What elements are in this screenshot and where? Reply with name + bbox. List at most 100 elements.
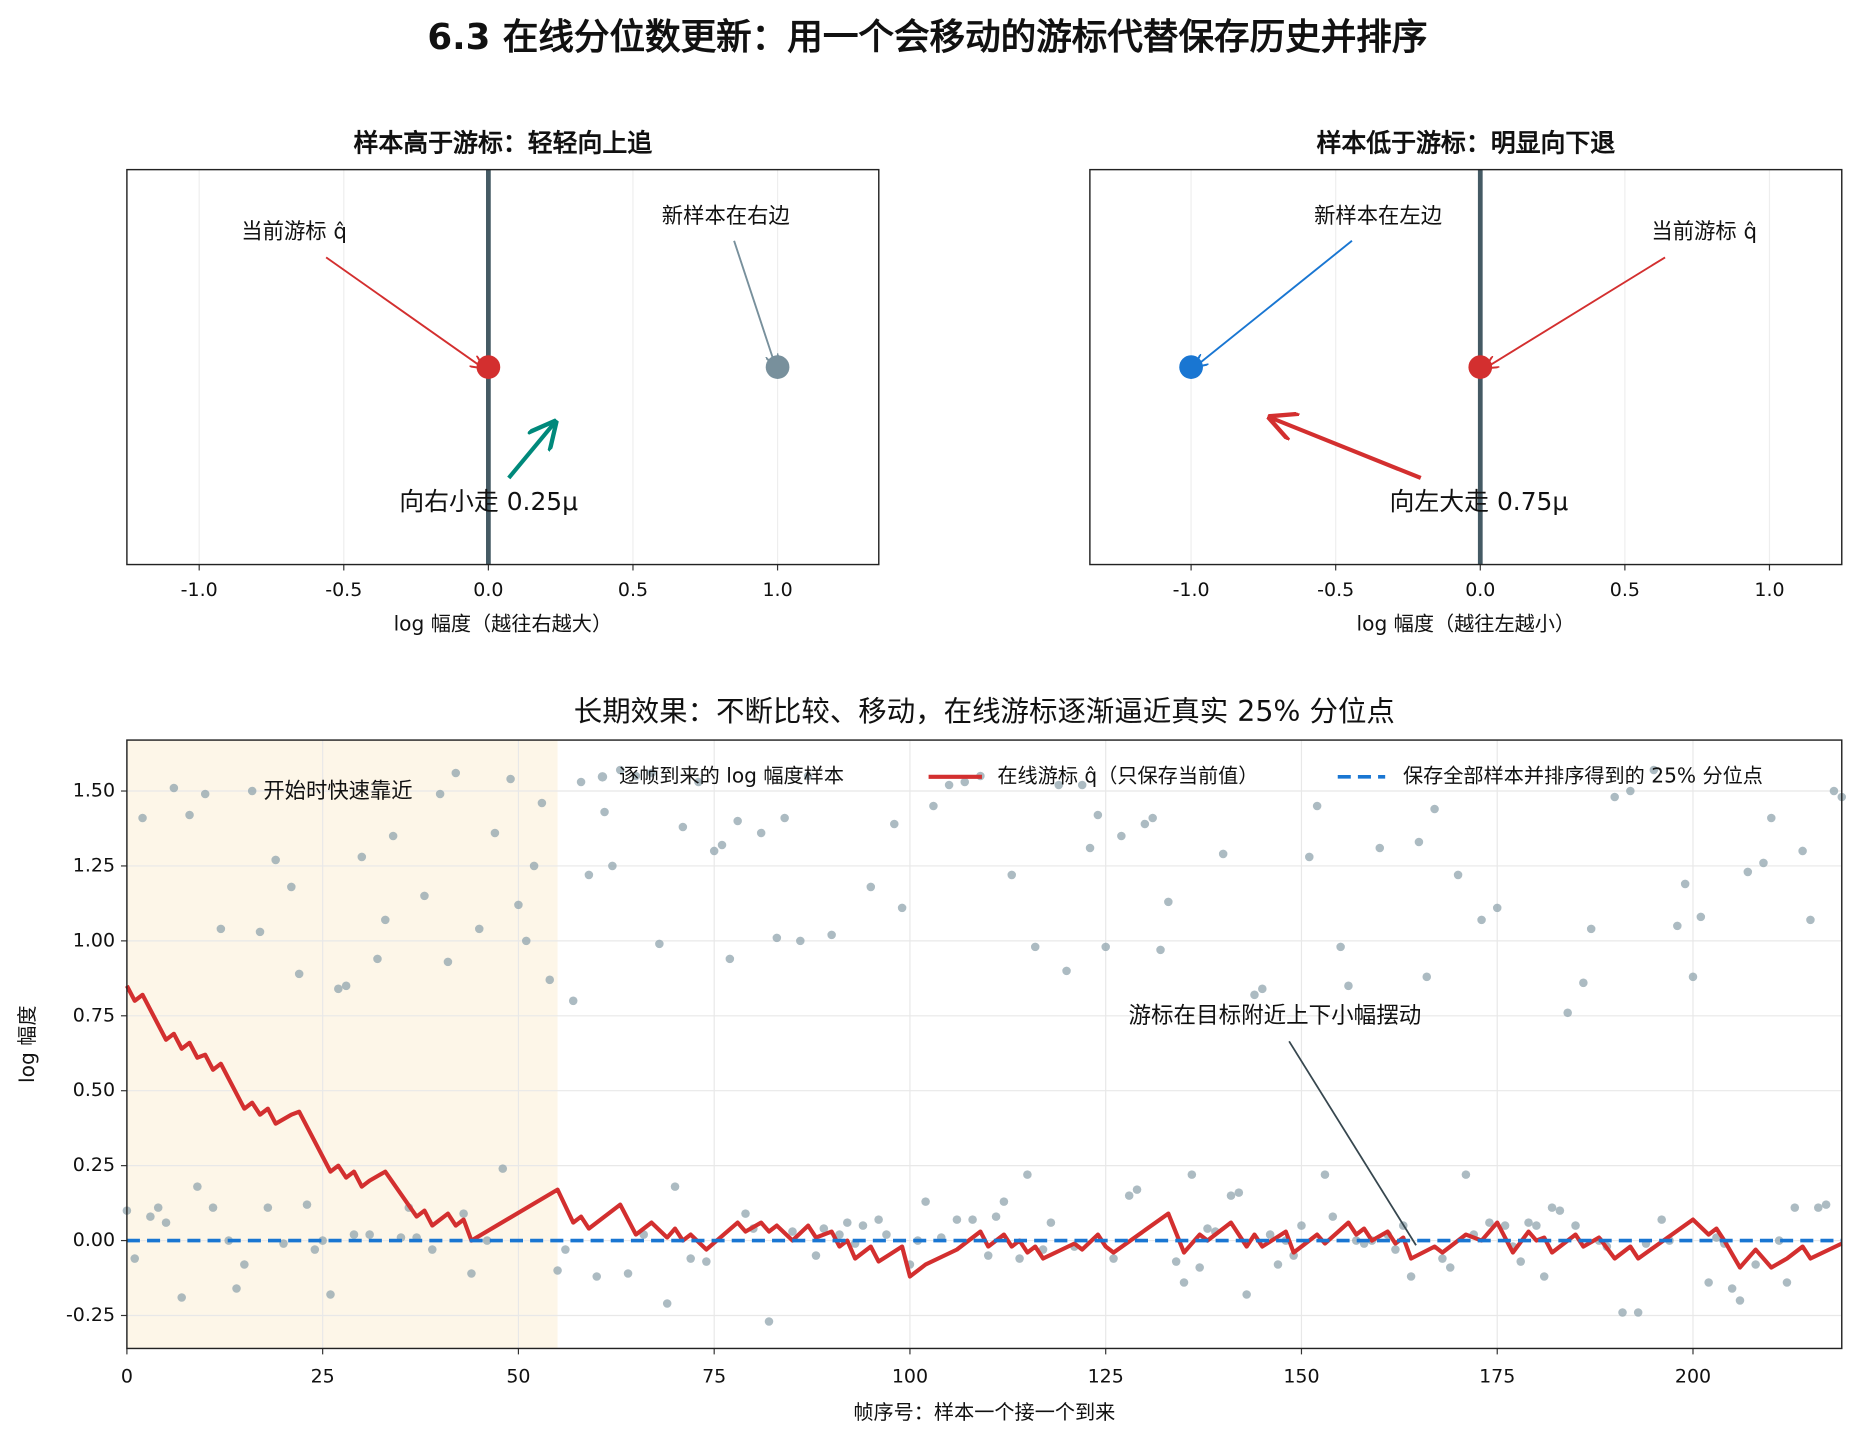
annotation-arrow <box>325 256 483 367</box>
sample-point <box>506 774 515 784</box>
sample-point <box>1657 1215 1666 1224</box>
sample-point <box>1798 846 1807 856</box>
sample-point <box>756 828 766 838</box>
sample-point <box>1492 903 1502 913</box>
x-tick-label: 0.0 <box>473 579 503 601</box>
sample-point <box>1179 1278 1189 1287</box>
sample-point <box>1579 978 1588 988</box>
sample-point <box>843 1218 852 1227</box>
sample-point <box>1117 831 1126 841</box>
sample-point <box>1610 792 1619 802</box>
sample-point <box>1015 1254 1024 1263</box>
sample-point <box>991 1212 1001 1221</box>
sample-point <box>647 768 656 778</box>
x-tick-label: 1.0 <box>762 579 792 601</box>
x-tick-label: 200 <box>1675 1365 1711 1387</box>
x-tick-label: 0.0 <box>1465 579 1495 601</box>
sample-point <box>247 786 257 796</box>
sample-point <box>1774 1236 1784 1245</box>
point <box>1468 355 1493 379</box>
sample-point <box>600 807 609 817</box>
sample-point <box>568 996 578 1006</box>
sample-point <box>1422 972 1432 982</box>
x-axis-label: 帧序号：样本一个接一个到来 <box>853 1400 1115 1424</box>
sample-point <box>921 1197 930 1206</box>
sample-point <box>741 1209 750 1218</box>
sample-point <box>717 840 727 850</box>
sample-point <box>310 1245 320 1254</box>
sample-point <box>1250 990 1259 1000</box>
sample-point <box>177 1293 186 1302</box>
sample-point <box>811 1251 821 1260</box>
point <box>1179 355 1203 379</box>
sample-point <box>1375 843 1385 853</box>
sample-point <box>1821 1200 1831 1209</box>
sample-point <box>796 936 805 946</box>
x-tick-label: 75 <box>702 1365 726 1387</box>
sample-point <box>240 1260 249 1269</box>
step-text: 向右小走 0.25μ <box>399 487 578 516</box>
sample-point <box>576 777 586 787</box>
sample-point <box>1532 1221 1541 1230</box>
x-axis-label: log 幅度（越往右越大） <box>394 612 613 636</box>
sample-point <box>490 828 500 838</box>
sample-point <box>1273 1260 1283 1269</box>
sample-point <box>318 1236 327 1245</box>
sample-point <box>725 954 735 964</box>
sample-point <box>451 768 461 778</box>
sample-point <box>153 1203 163 1212</box>
sample-point <box>435 789 445 799</box>
sample-point <box>349 1230 359 1239</box>
sample-point <box>185 810 194 820</box>
sample-point <box>482 1236 492 1245</box>
sample-point <box>1156 945 1165 955</box>
sample-point <box>1195 1263 1204 1272</box>
x-tick-label: 150 <box>1283 1365 1319 1387</box>
sample-point <box>788 1227 797 1236</box>
sample-point <box>428 1245 437 1254</box>
sample-point <box>1054 780 1063 790</box>
sample-point <box>882 1230 891 1239</box>
x-tick-label: 100 <box>892 1365 928 1387</box>
sample-point <box>608 861 617 871</box>
sample-point <box>1735 1296 1745 1305</box>
sample-point <box>443 957 453 967</box>
sample-point <box>341 981 351 991</box>
sample-point <box>1673 921 1682 931</box>
sample-point <box>1500 1221 1510 1230</box>
y-tick-label: 0.00 <box>73 1229 115 1251</box>
sample-point <box>334 984 343 994</box>
sample-point <box>858 1221 868 1230</box>
sample-point <box>1524 1218 1533 1227</box>
y-tick-label: 1.25 <box>73 854 115 876</box>
sample-point <box>1148 813 1157 823</box>
sample-point <box>1109 1254 1118 1263</box>
sample-point <box>200 789 210 799</box>
x-tick-label: 1.0 <box>1754 579 1784 601</box>
sample-point <box>263 1203 273 1212</box>
sample-point <box>146 1212 155 1221</box>
sample-point <box>1062 966 1071 976</box>
sample-point <box>208 1203 218 1212</box>
sample-point <box>772 933 782 943</box>
sample-point <box>1829 786 1839 796</box>
sample-point <box>169 783 179 793</box>
sample-point <box>1571 1221 1580 1230</box>
axes-frame <box>1089 168 1843 566</box>
sample-point <box>1649 765 1659 775</box>
sample-point <box>326 1290 335 1299</box>
sample-point <box>1203 1224 1212 1233</box>
annotation-arrow <box>1486 256 1666 367</box>
x-tick-label: -1.0 <box>1173 579 1210 601</box>
sample-point <box>890 819 899 829</box>
x-tick-label: 50 <box>506 1365 530 1387</box>
annotation-arrow <box>733 240 776 367</box>
sample-point <box>521 936 531 946</box>
sample-point <box>1336 942 1345 952</box>
sample-point <box>1547 1203 1557 1212</box>
sample-point <box>709 846 719 856</box>
legend-marker <box>597 772 608 782</box>
sample-point <box>1696 912 1706 922</box>
sample-point <box>827 930 836 940</box>
